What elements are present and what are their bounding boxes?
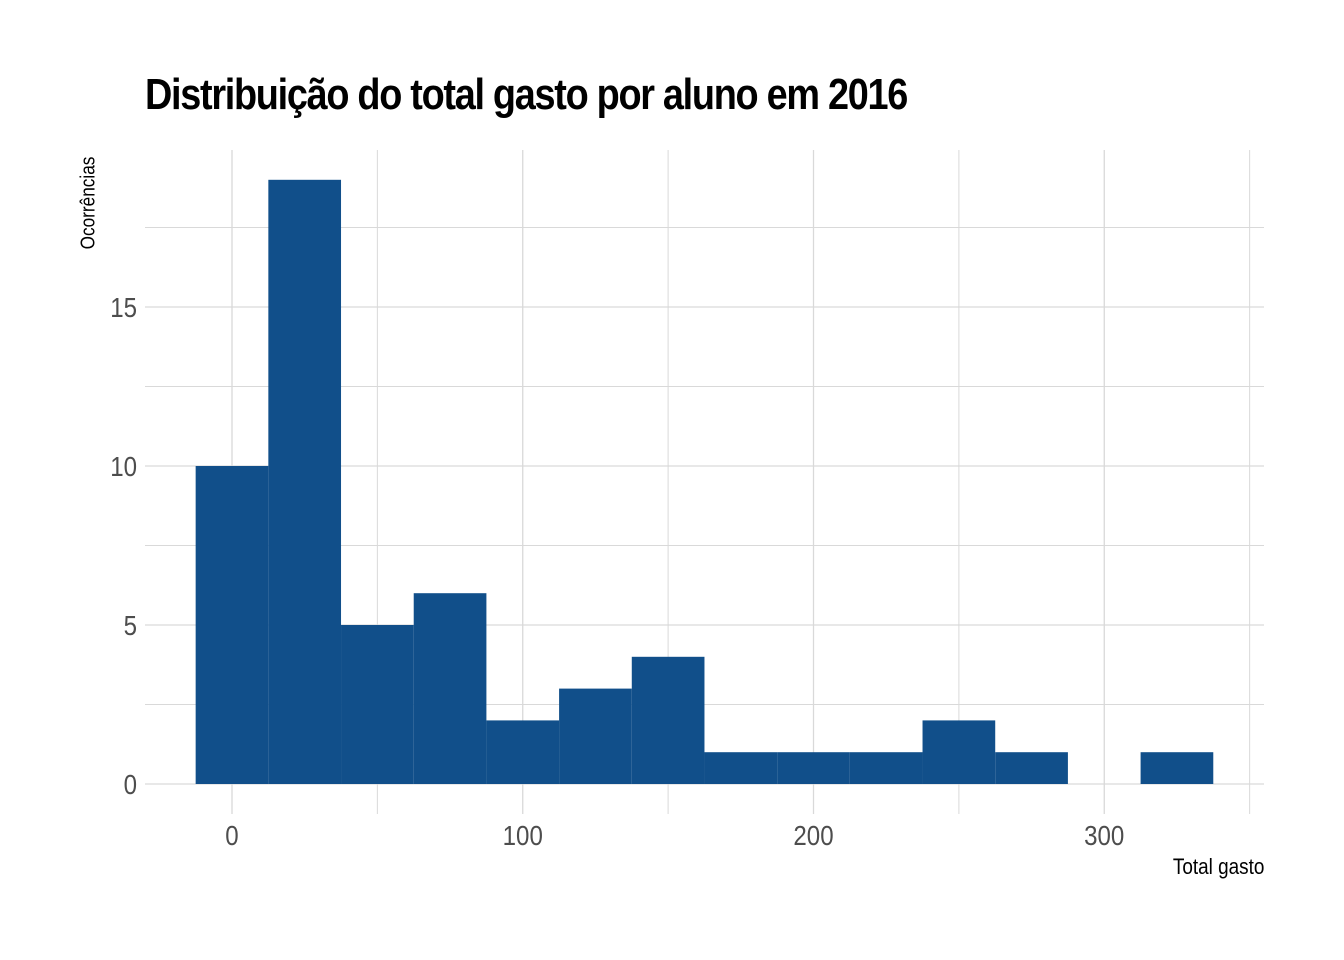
histogram-bar bbox=[341, 625, 414, 784]
histogram-bar bbox=[704, 752, 778, 784]
x-tick-label: 100 bbox=[503, 819, 543, 851]
chart-title: Distribuição do total gasto por aluno em… bbox=[145, 70, 908, 119]
histogram-bar bbox=[486, 720, 560, 784]
histogram-bar bbox=[268, 179, 342, 785]
y-tick-label: 0 bbox=[124, 768, 137, 800]
x-axis-label: Total gasto bbox=[1172, 854, 1264, 879]
histogram-bar bbox=[195, 466, 269, 784]
histogram-bar bbox=[922, 720, 996, 784]
histogram-bar bbox=[413, 593, 487, 784]
histogram-bar bbox=[995, 752, 1068, 784]
histogram-bar bbox=[849, 752, 923, 784]
histogram-bar bbox=[631, 656, 705, 784]
histogram-bar bbox=[777, 752, 850, 784]
y-tick-label: 5 bbox=[124, 609, 137, 641]
histogram-bar bbox=[1140, 752, 1214, 784]
x-tick-label: 200 bbox=[793, 819, 833, 851]
x-tick-label: 300 bbox=[1084, 819, 1124, 851]
histogram-bar bbox=[559, 688, 632, 784]
x-tick-label: 0 bbox=[225, 819, 238, 851]
y-tick-label: 15 bbox=[110, 291, 137, 323]
y-tick-label: 10 bbox=[110, 450, 137, 482]
